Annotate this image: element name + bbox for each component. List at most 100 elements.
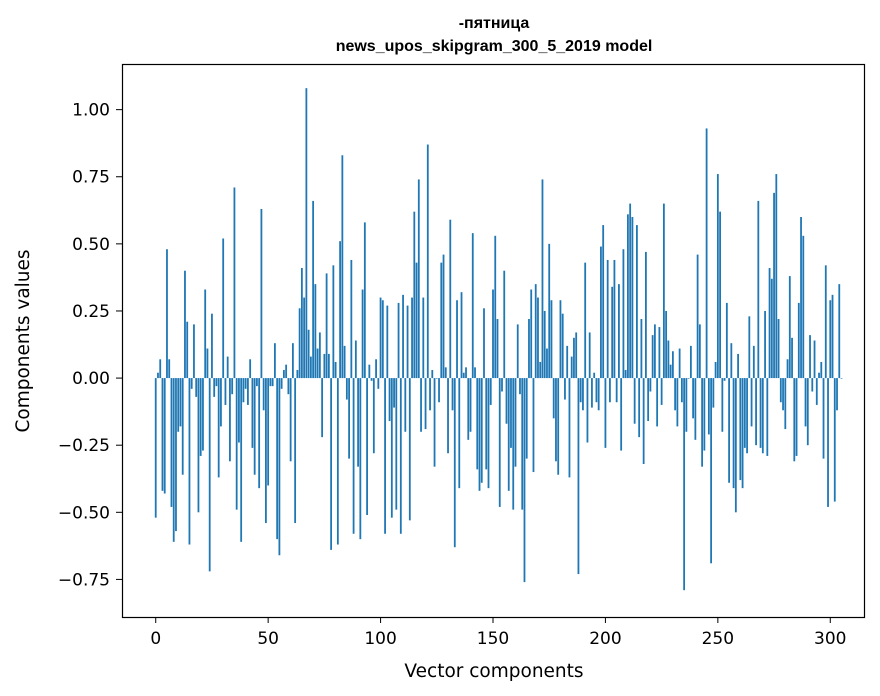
bar <box>273 343 276 379</box>
bar <box>271 378 274 387</box>
bar <box>674 378 677 411</box>
bar <box>377 378 380 389</box>
bar <box>386 305 389 379</box>
bar <box>379 297 382 379</box>
bar <box>523 378 526 583</box>
bar <box>397 302 400 379</box>
bar <box>575 332 578 379</box>
bar <box>573 337 575 379</box>
bar <box>732 378 735 489</box>
bar <box>827 378 829 507</box>
bar <box>258 378 261 489</box>
bar <box>606 259 609 379</box>
bar <box>253 378 256 475</box>
bar <box>231 378 234 395</box>
bar <box>750 378 753 427</box>
bar <box>161 378 164 491</box>
bar <box>550 300 553 379</box>
bar <box>458 378 461 489</box>
bar <box>422 297 425 379</box>
bar <box>676 378 679 427</box>
bar <box>469 378 472 432</box>
bar <box>492 289 494 379</box>
bar <box>689 345 692 379</box>
bar <box>172 378 175 542</box>
bar <box>649 378 652 392</box>
bar <box>321 378 324 438</box>
bar <box>334 361 337 379</box>
bar <box>361 289 364 379</box>
bar <box>456 300 458 379</box>
bar <box>433 378 436 467</box>
bar <box>300 268 303 379</box>
bar <box>534 284 537 379</box>
bar <box>528 319 530 379</box>
bar <box>761 378 764 454</box>
bar <box>368 364 371 379</box>
bar <box>793 378 796 462</box>
bar <box>766 378 769 456</box>
bar <box>229 378 231 462</box>
bar <box>555 378 557 462</box>
bar <box>244 378 247 389</box>
bar <box>215 378 218 387</box>
bar <box>836 378 838 411</box>
bars-group <box>154 88 843 591</box>
bar <box>644 251 647 379</box>
bar <box>770 278 773 379</box>
bar <box>671 351 674 379</box>
bar <box>390 378 393 518</box>
bar <box>764 310 766 379</box>
bar <box>678 348 681 379</box>
bar <box>444 367 447 379</box>
bar <box>512 378 515 510</box>
y-tick-label: 1.00 <box>72 101 110 121</box>
bar <box>411 297 413 379</box>
bar <box>829 300 832 379</box>
bar <box>822 378 825 459</box>
bar <box>489 378 492 405</box>
bar <box>404 378 407 432</box>
bar <box>719 211 721 379</box>
bar <box>505 378 508 424</box>
bar <box>366 378 368 515</box>
bar <box>372 378 375 454</box>
bar <box>415 262 418 379</box>
bar <box>483 308 485 379</box>
bar <box>773 192 775 379</box>
x-axis-ticks: 0 50 100 150 200 250 300 <box>150 617 846 649</box>
bar <box>806 378 809 446</box>
y-tick-label: 0.25 <box>72 302 110 322</box>
bar <box>462 372 465 379</box>
bar <box>343 345 346 379</box>
bar <box>541 179 544 379</box>
bar <box>804 378 807 427</box>
bar <box>197 378 200 513</box>
bar <box>775 174 778 379</box>
bar <box>269 378 272 387</box>
bar <box>710 378 713 564</box>
bar <box>289 378 292 462</box>
bar <box>384 378 386 534</box>
bar <box>721 378 724 432</box>
bar <box>388 378 391 422</box>
y-tick-label: −0.75 <box>58 570 110 590</box>
bar <box>629 203 632 379</box>
chart-title: -пятница <box>459 15 530 32</box>
bar <box>669 364 672 379</box>
bar <box>800 217 802 379</box>
bar <box>514 378 517 467</box>
bar <box>640 319 643 379</box>
bar <box>426 144 429 379</box>
bar <box>561 313 564 379</box>
bar <box>213 378 216 397</box>
bar <box>217 378 220 478</box>
bar <box>280 378 283 389</box>
bar <box>613 259 616 379</box>
bar <box>303 297 306 379</box>
bar <box>746 378 748 454</box>
x-tick-label: 250 <box>702 629 734 649</box>
bar <box>611 286 614 379</box>
bar <box>305 88 308 379</box>
bar <box>642 378 645 464</box>
